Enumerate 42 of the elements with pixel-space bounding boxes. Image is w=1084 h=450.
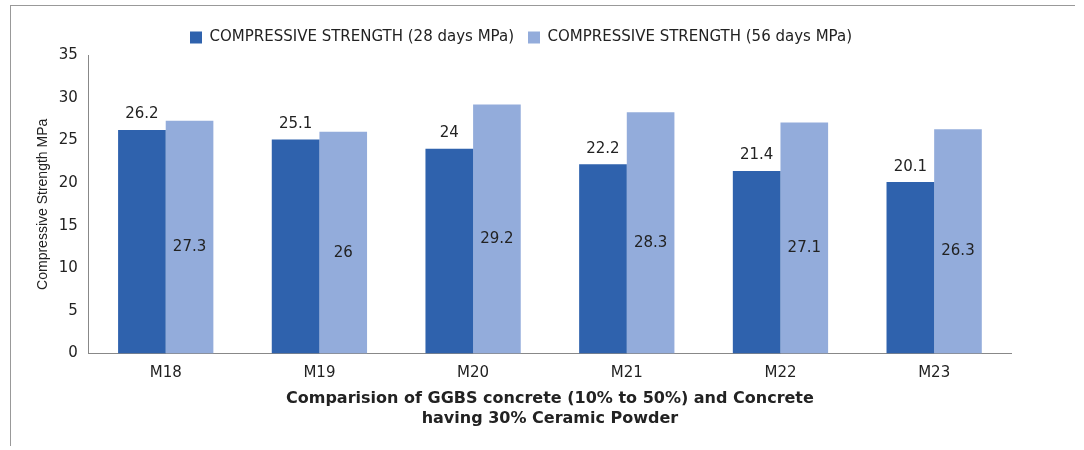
bar bbox=[732, 171, 781, 354]
data-label: 27.3 bbox=[172, 237, 207, 256]
data-label: 21.4 bbox=[739, 145, 774, 164]
bar bbox=[579, 164, 627, 354]
bar bbox=[780, 122, 829, 354]
bar bbox=[425, 148, 474, 354]
bar bbox=[319, 131, 368, 354]
data-label: 24 bbox=[439, 123, 459, 142]
x-tick-label: M21 bbox=[610, 363, 643, 382]
legend-label: COMPRESSIVE STRENGTH (28 days MPa) bbox=[209, 27, 514, 46]
bar bbox=[934, 129, 982, 354]
data-label: 26.3 bbox=[941, 241, 975, 260]
data-label: 27.1 bbox=[787, 237, 821, 256]
bar bbox=[626, 112, 675, 354]
x-tick-label: M20 bbox=[457, 363, 490, 382]
y-tick-label: 20 bbox=[58, 172, 78, 191]
y-tick-label: 35 bbox=[58, 44, 78, 63]
bar bbox=[118, 130, 166, 354]
y-tick-label: 10 bbox=[58, 258, 78, 277]
y-tick-label: 15 bbox=[58, 215, 78, 234]
bar bbox=[473, 104, 521, 354]
data-label: 29.2 bbox=[480, 228, 514, 247]
x-tick-label: M22 bbox=[764, 363, 797, 382]
x-tick-label: M19 bbox=[303, 363, 336, 382]
x-tick-label: M18 bbox=[149, 363, 182, 382]
bar bbox=[271, 139, 320, 354]
x-axis-title: Comparision of GGBS concrete (10% to 50%) and Concrete having 30% Ceramic Powder bbox=[286, 388, 815, 427]
y-axis-title: Compressive Strength MPa bbox=[34, 118, 51, 290]
data-label: 22.2 bbox=[586, 138, 620, 157]
data-label: 26.2 bbox=[125, 104, 159, 123]
bar bbox=[886, 182, 935, 354]
data-label: 25.1 bbox=[278, 113, 313, 132]
legend-label: COMPRESSIVE STRENGTH (56 days MPa) bbox=[547, 27, 852, 46]
data-label: 26 bbox=[333, 242, 353, 261]
y-tick-label: 30 bbox=[58, 87, 78, 106]
y-tick-label: 25 bbox=[58, 130, 78, 149]
y-tick-label: 5 bbox=[68, 300, 78, 319]
x-tick-label: M23 bbox=[918, 363, 951, 382]
data-label: 20.1 bbox=[893, 156, 928, 175]
y-tick-label: 0 bbox=[68, 343, 78, 362]
data-label: 28.3 bbox=[633, 232, 668, 251]
bar bbox=[165, 120, 214, 354]
